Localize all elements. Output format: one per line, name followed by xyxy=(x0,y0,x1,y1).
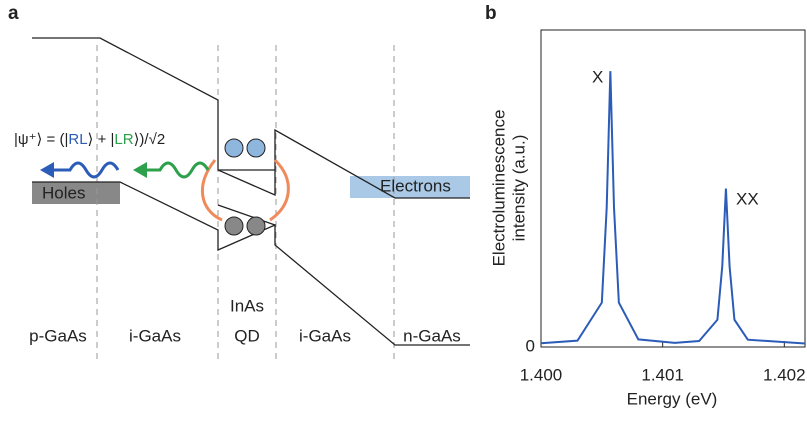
arrow-head xyxy=(40,162,54,178)
y-axis-label: Electroluminescence xyxy=(489,110,508,267)
x-tick-label: 1.400 xyxy=(520,365,563,384)
region-label: i-GaAs xyxy=(129,326,181,345)
formula-part: RL xyxy=(68,131,87,148)
spectrum-line xyxy=(540,71,806,345)
recombination-arrow xyxy=(200,159,223,222)
y-axis-label: intensity (a.u.) xyxy=(509,135,528,242)
region-label: i-GaAs xyxy=(299,326,351,345)
peak-label: X xyxy=(592,67,603,86)
y-tick-label: 0 xyxy=(526,336,535,355)
x-tick-label: 1.402 xyxy=(763,365,806,384)
formula-part: ⟩)/√2 xyxy=(134,131,166,148)
hole-state xyxy=(224,216,244,236)
electron-state xyxy=(246,138,266,158)
region-label: p-GaAs xyxy=(29,326,87,345)
electrons-box xyxy=(350,176,470,198)
region-label: QD xyxy=(234,326,260,345)
formula-part: ⟩ + | xyxy=(88,131,115,148)
formula-part: LR xyxy=(114,131,133,148)
panel-a: a |ψ⁺⟩ = (|RL⟩ + |LR⟩)/√2 Holes Electron… xyxy=(8,3,470,360)
region-label: n-GaAs xyxy=(403,326,461,345)
valence-band xyxy=(32,181,470,346)
state-formula: |ψ⁺⟩ = (|RL⟩ + |LR⟩)/√2 xyxy=(14,131,165,148)
electron-state xyxy=(224,138,244,158)
holes-box xyxy=(32,182,120,204)
conduction-band xyxy=(32,37,470,199)
qd-level xyxy=(217,204,276,226)
hole-state xyxy=(246,216,266,236)
x-tick-label: 1.401 xyxy=(641,365,684,384)
arrow-head xyxy=(133,162,147,178)
panel-label: a xyxy=(8,3,19,24)
electrons-label: Electrons xyxy=(380,176,451,195)
region-label: InAs xyxy=(230,296,264,315)
holes-label: Holes xyxy=(42,183,85,202)
panel-b: b Energy (eV) Electroluminescence intens… xyxy=(485,3,806,408)
plot-frame xyxy=(540,29,806,348)
photon-wave xyxy=(145,161,210,179)
x-axis-label: Energy (eV) xyxy=(627,389,718,408)
panel-label: b xyxy=(485,3,497,24)
recombination-arrow xyxy=(269,158,290,222)
peak-label: XX xyxy=(736,189,759,208)
region-labels: p-GaAs i-GaAs InAs QD i-GaAs n-GaAs xyxy=(29,296,461,345)
formula-part: |ψ⁺⟩ = (| xyxy=(14,131,68,148)
photon-wave xyxy=(52,161,120,179)
